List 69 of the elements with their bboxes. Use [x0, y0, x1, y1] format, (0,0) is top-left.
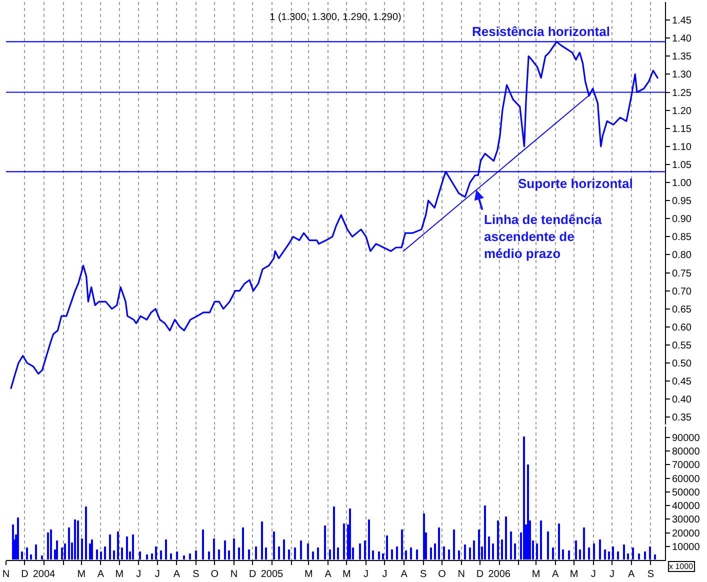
y-tick-label: 0.55 — [672, 340, 692, 352]
x-tick-label: M — [532, 569, 540, 580]
y-tick-label: 0.50 — [672, 358, 692, 370]
x-tick-label: M — [570, 569, 578, 580]
x-tick-label: M — [77, 569, 86, 580]
y-tick-label: 1.05 — [672, 160, 692, 171]
x-tick-label: J — [136, 569, 142, 580]
y-tick-label: 60000 — [672, 474, 700, 485]
x-tick-label: M — [115, 569, 124, 580]
x-tick-label: N — [230, 569, 238, 580]
ref-line-label: Suporte horizontal — [518, 176, 633, 191]
y-tick-label: 90000 — [672, 433, 700, 444]
x-tick-label: A — [324, 569, 332, 580]
y-tick-label: 0.85 — [672, 232, 692, 244]
x-tick-label: A — [173, 569, 180, 580]
y-tick-label: 1.00 — [672, 178, 692, 190]
x-tick-label: D — [476, 569, 484, 580]
y-tick-label: 50000 — [672, 487, 700, 498]
y-tick-label: 10000 — [672, 542, 700, 553]
y-tick-label: 70000 — [672, 460, 700, 472]
y-tick-label: 0.95 — [672, 196, 692, 208]
y-tick-label: 20000 — [672, 528, 700, 540]
x-tick-label: N — [2, 569, 10, 580]
y-tick-label: 1.45 — [672, 16, 692, 27]
y-tick-label: 0.40 — [672, 394, 692, 406]
x-tick-label: 2005 — [260, 569, 284, 580]
text: 1 (1.300, 1.300, 1.290, 1.290) — [270, 12, 402, 23]
x-tick-label: A — [552, 569, 560, 580]
x-tick-label: S — [192, 569, 200, 580]
y-tick-label: 0.75 — [672, 268, 692, 280]
x-tick-label: M — [342, 569, 351, 580]
annotation: Linha de tendência ascendente de médio prazo — [484, 212, 603, 261]
y-tick-label: 0.70 — [672, 286, 692, 298]
y-tick-label: 1.20 — [672, 106, 692, 117]
x-tick-label: M — [304, 569, 313, 580]
x-tick-label: D — [249, 569, 256, 580]
x-tick-label: A — [628, 569, 636, 580]
y-tick-label: 40000 — [672, 501, 700, 512]
y-tick-label: 30000 — [672, 514, 700, 526]
y-axis-title: x 1000 — [669, 562, 694, 571]
x-tick-label: S — [647, 569, 654, 580]
y-tick-label: 1.10 — [672, 142, 692, 153]
y-tick-label: 1.30 — [672, 70, 692, 81]
x-tick-label: A — [97, 569, 104, 580]
x-tick-label: 2004 — [32, 569, 56, 580]
x-tick-label: A — [400, 569, 408, 580]
x-tick-label: J — [382, 569, 388, 580]
x-tick-label: 2006 — [488, 569, 511, 580]
y-tick-label: 1.25 — [672, 88, 692, 99]
x-tick-label: J — [154, 569, 160, 580]
y-tick-label: 0.45 — [672, 376, 692, 388]
y-tick-label: 0.90 — [672, 214, 692, 226]
x-tick-label: J — [364, 569, 369, 580]
x-tick-label: J — [610, 569, 615, 580]
y-tick-label: 1.40 — [672, 34, 692, 45]
y-tick-label: 1.15 — [672, 124, 692, 135]
y-tick-label: 0.60 — [672, 322, 692, 334]
x-tick-label: D — [21, 569, 28, 580]
x-tick-label: S — [420, 569, 427, 580]
ref-line-label: Resistência horizontal — [472, 24, 610, 39]
y-tick-label: 0.65 — [672, 304, 692, 316]
y-tick-label: 80000 — [672, 446, 700, 458]
x-tick-label: O — [210, 569, 219, 580]
y-tick-label: 1.35 — [672, 52, 692, 63]
x-tick-label: N — [458, 569, 465, 580]
y-tick-label: 0.35 — [672, 412, 692, 424]
y-tick-label: 0.80 — [672, 250, 692, 262]
x-tick-label: J — [590, 569, 596, 580]
x-tick-label: O — [438, 569, 446, 580]
